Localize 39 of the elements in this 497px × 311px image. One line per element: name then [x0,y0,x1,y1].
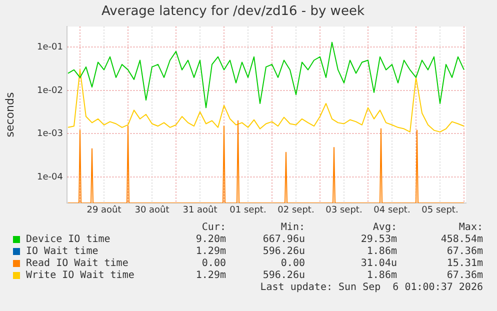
text: 15.31m [446,258,483,269]
text: 67.36m [446,246,483,257]
chart-title: Average latency for /dev/zd16 - by week [102,4,365,20]
legend-label: Write IO Wait time [26,270,134,282]
x-tick-label: 29 août [86,204,122,216]
text: 1.29m [196,270,226,281]
text: 667.96u [262,234,305,245]
text: Last update: Sun Sep 6 01:00:37 2026 [260,282,483,293]
x-tick-label: 03 sept. [326,206,362,216]
text: Min: [280,222,305,233]
y-tick-label: 1e-03 [37,129,63,140]
text: 29.53m [360,234,397,245]
x-tick-label: 31 août [182,204,218,216]
text: Cur: [202,222,226,233]
legend-label: IO Wait time [26,246,98,258]
text: 596.26u [262,246,305,257]
text: 67.36m [446,270,483,281]
x-tick-label: 02 sept. [278,206,314,216]
text: 1.86m [366,246,397,257]
legend-label: Read IO Wait time [26,258,128,270]
x-tick-label: 30 août [134,204,170,216]
text: 1.86m [366,270,397,281]
text: 0.00 [202,258,226,269]
x-tick-label: 04 sept. [374,206,410,216]
text: 1.29m [196,246,226,257]
x-tick-label: 05 sept. [422,206,458,216]
text: 596.26u [262,270,305,281]
text: 0.00 [280,258,305,269]
text: 31.04u [360,258,397,269]
text: Avg: [372,222,397,233]
y-axis-title: seconds [3,92,16,138]
text: Max: [458,222,483,233]
legend-label: Device IO time [26,234,110,246]
text: 9.20m [196,234,226,245]
text: 458.54m [440,234,483,245]
y-tick-label: 1e-02 [37,86,63,96]
y-tick-label: 1e-04 [37,172,64,182]
x-tick-label: 01 sept. [230,206,266,216]
y-tick-label: 1e-01 [37,42,63,53]
